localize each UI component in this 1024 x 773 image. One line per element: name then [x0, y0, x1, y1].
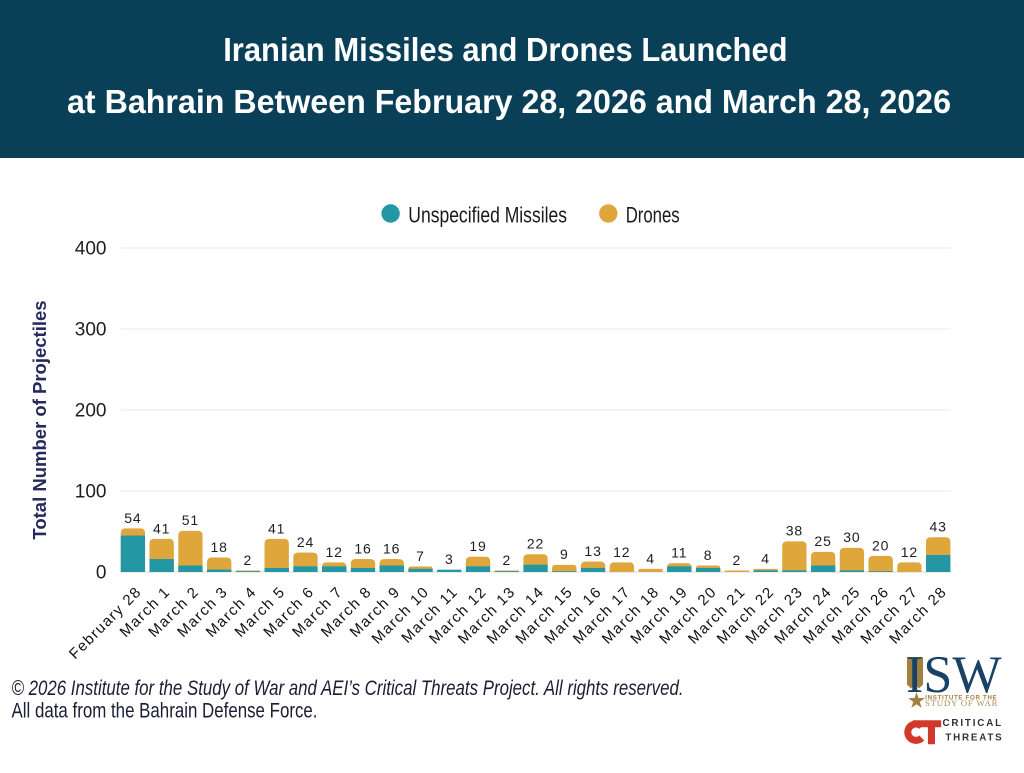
svg-text:2: 2	[733, 552, 742, 568]
svg-text:Drones: Drones	[626, 203, 680, 228]
svg-text:30: 30	[843, 529, 860, 545]
svg-text:13: 13	[584, 543, 601, 559]
svg-text:STUDY OF WAR: STUDY OF WAR	[925, 698, 998, 708]
svg-text:100: 100	[75, 482, 107, 503]
svg-text:ISW: ISW	[906, 646, 1002, 704]
svg-text:200: 200	[75, 401, 107, 422]
svg-text:18: 18	[211, 539, 228, 555]
svg-text:51: 51	[182, 512, 199, 528]
svg-text:38: 38	[786, 523, 803, 539]
svg-text:Total Number of Projectiles: Total Number of Projectiles	[29, 300, 50, 539]
svg-text:11: 11	[671, 545, 687, 561]
svg-text:12: 12	[901, 544, 918, 560]
svg-text:Unspecified Missiles: Unspecified Missiles	[408, 203, 567, 228]
svg-text:24: 24	[297, 534, 314, 550]
svg-text:2: 2	[502, 552, 511, 568]
svg-text:4: 4	[761, 550, 770, 566]
svg-text:All data from the Bahrain Defe: All data from the Bahrain Defense Force.	[12, 700, 318, 723]
svg-text:© 2026 Institute for the Study: © 2026 Institute for the Study of War an…	[12, 677, 684, 700]
svg-text:8: 8	[704, 547, 713, 563]
svg-text:19: 19	[469, 538, 486, 554]
svg-text:22: 22	[527, 536, 544, 552]
svg-text:25: 25	[814, 533, 831, 549]
svg-text:16: 16	[354, 541, 371, 557]
svg-text:300: 300	[75, 320, 107, 341]
svg-text:41: 41	[268, 520, 285, 536]
svg-text:41: 41	[153, 520, 170, 536]
svg-text:at Bahrain Between February 28: at Bahrain Between February 28, 2026 and…	[67, 83, 951, 120]
svg-text:16: 16	[383, 541, 400, 557]
svg-text:7: 7	[416, 548, 425, 564]
svg-text:0: 0	[96, 563, 107, 584]
svg-text:INSTITUTE FOR THE: INSTITUTE FOR THE	[925, 694, 996, 701]
svg-text:THREATS: THREATS	[945, 733, 1002, 744]
svg-text:400: 400	[75, 239, 107, 260]
svg-text:CRITICAL: CRITICAL	[943, 718, 1002, 729]
svg-text:12: 12	[326, 544, 343, 560]
svg-text:43: 43	[930, 519, 947, 535]
svg-text:12: 12	[613, 544, 630, 560]
svg-text:4: 4	[646, 550, 655, 566]
svg-text:54: 54	[124, 510, 141, 526]
svg-text:2: 2	[244, 552, 253, 568]
svg-text:9: 9	[560, 546, 569, 562]
svg-text:20: 20	[872, 537, 889, 553]
svg-text:Iranian Missiles and Drones La: Iranian Missiles and Drones Launched	[223, 31, 787, 68]
svg-text:3: 3	[445, 551, 454, 567]
